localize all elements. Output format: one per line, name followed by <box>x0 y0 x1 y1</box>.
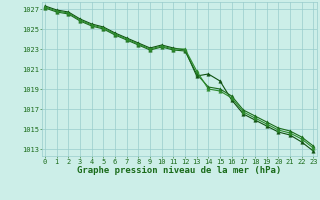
X-axis label: Graphe pression niveau de la mer (hPa): Graphe pression niveau de la mer (hPa) <box>77 166 281 175</box>
